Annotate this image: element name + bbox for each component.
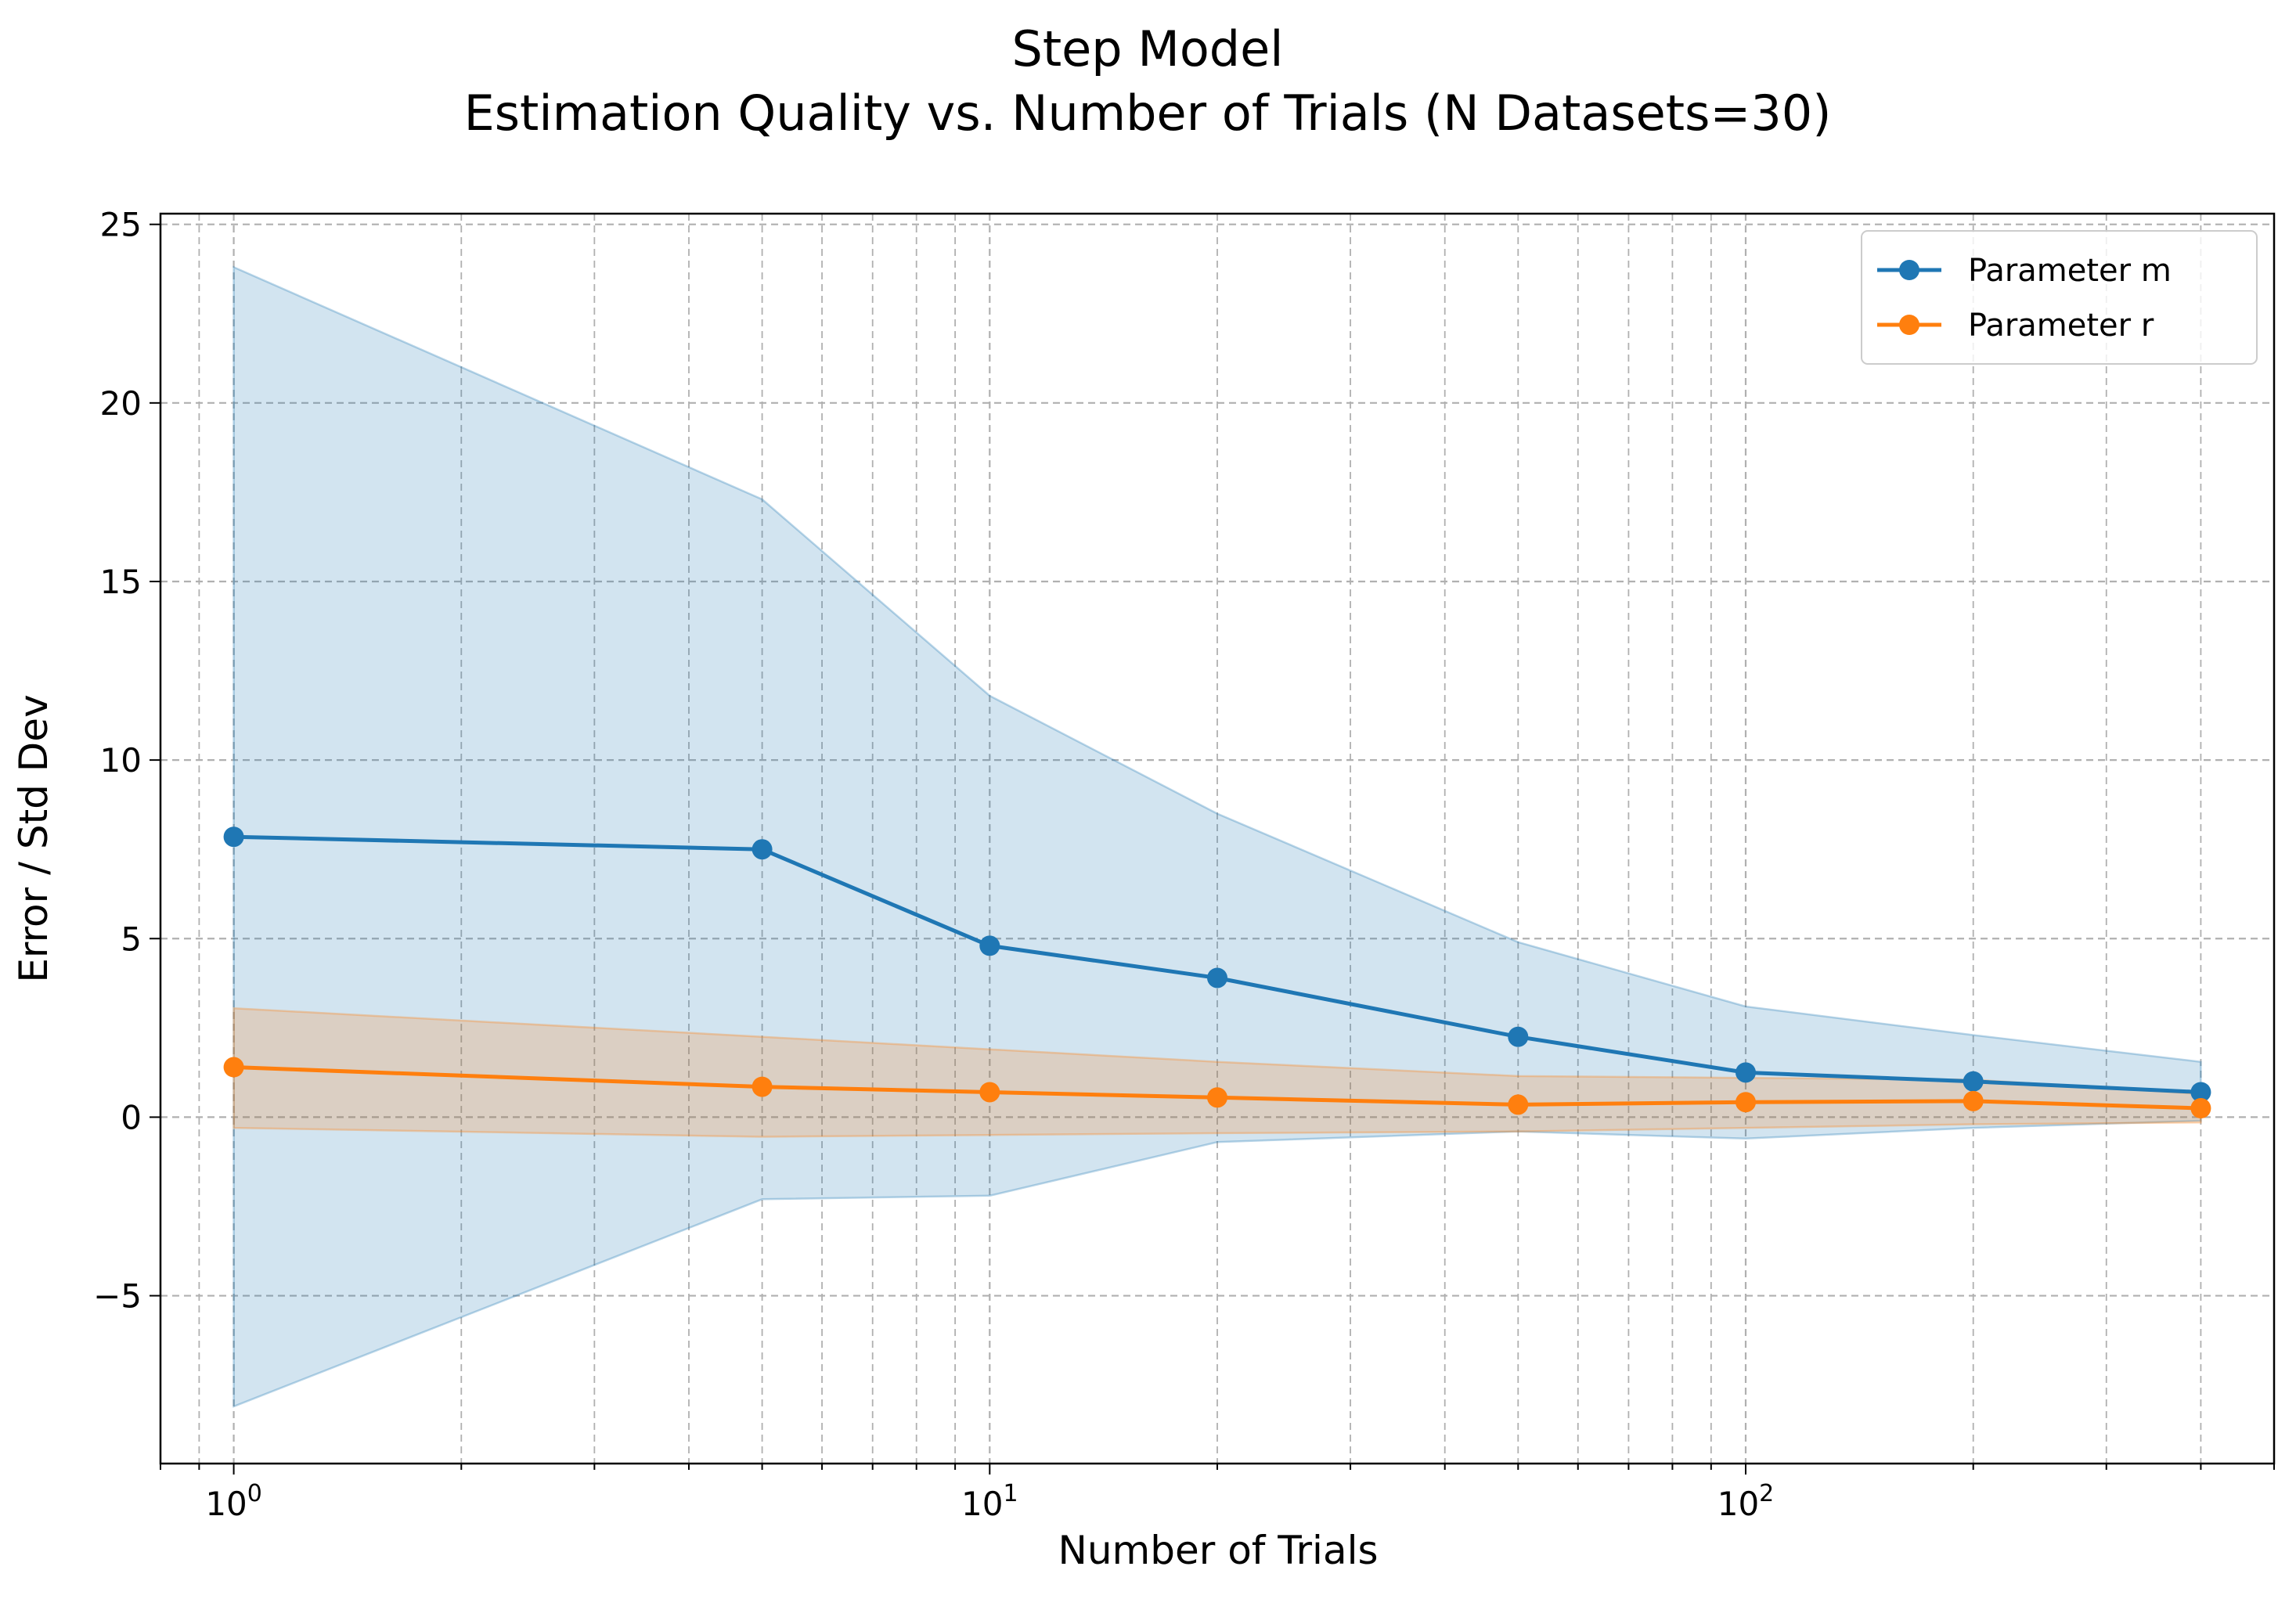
chart-subtitle: Estimation Quality vs. Number of Trials … xyxy=(464,85,1832,142)
data-point-parameter-m xyxy=(1207,967,1227,988)
x-tick-label: 101 xyxy=(961,1480,1018,1523)
x-axis-ticks: 100 101 102 xyxy=(160,1464,2275,1523)
series-line-parameter-m xyxy=(233,834,2201,1094)
legend: Parameter m Parameter r xyxy=(1861,230,2258,365)
y-tick-label: 20 xyxy=(100,384,142,423)
data-point-parameter-m xyxy=(979,935,1000,956)
legend-entry: Parameter m xyxy=(1968,253,2172,289)
data-point-parameter-r xyxy=(1736,1092,1756,1113)
data-point-parameter-m xyxy=(1736,1062,1756,1083)
chart-title: Step Model xyxy=(1011,20,1283,77)
y-tick-label: 15 xyxy=(100,563,142,601)
y-tick-label: 0 xyxy=(121,1098,142,1136)
data-point-parameter-r xyxy=(223,1057,244,1078)
y-tick-label: 10 xyxy=(100,741,142,780)
legend-box xyxy=(1861,230,2258,365)
x-tick-label: 102 xyxy=(1717,1480,1775,1523)
data-point-parameter-r xyxy=(1508,1094,1529,1115)
data-point-parameter-r xyxy=(979,1082,1000,1103)
confidence-bands xyxy=(232,265,2202,1408)
data-point-parameter-m xyxy=(1963,1071,1984,1092)
data-point-parameter-m xyxy=(2190,1082,2211,1103)
data-point-parameter-r xyxy=(752,1076,773,1097)
y-axis-label: Error / Std Dev xyxy=(11,694,56,982)
series-line-parameter-r xyxy=(233,1065,2201,1111)
data-points xyxy=(223,826,2211,1118)
y-axis-ticks: −5 0 5 10 15 20 25 xyxy=(93,206,160,1316)
band-parameter-r xyxy=(232,1006,2202,1138)
data-point-parameter-r xyxy=(1963,1090,1984,1111)
y-tick-label: 5 xyxy=(121,920,142,958)
series-lines xyxy=(233,834,2201,1111)
y-tick-label: 25 xyxy=(100,206,142,244)
x-axis-label: Number of Trials xyxy=(1058,1528,1378,1573)
data-point-parameter-m xyxy=(1508,1026,1529,1047)
x-tick-label: 100 xyxy=(205,1480,262,1523)
data-point-parameter-r xyxy=(2190,1097,2211,1118)
legend-entry: Parameter r xyxy=(1968,308,2154,344)
y-tick-label: −5 xyxy=(93,1277,142,1316)
data-point-parameter-r xyxy=(1207,1087,1227,1108)
legend-marker xyxy=(1899,260,1919,280)
legend-marker xyxy=(1899,315,1919,335)
data-point-parameter-m xyxy=(752,839,773,860)
data-point-parameter-m xyxy=(223,826,244,848)
band-parameter-m xyxy=(232,265,2202,1408)
